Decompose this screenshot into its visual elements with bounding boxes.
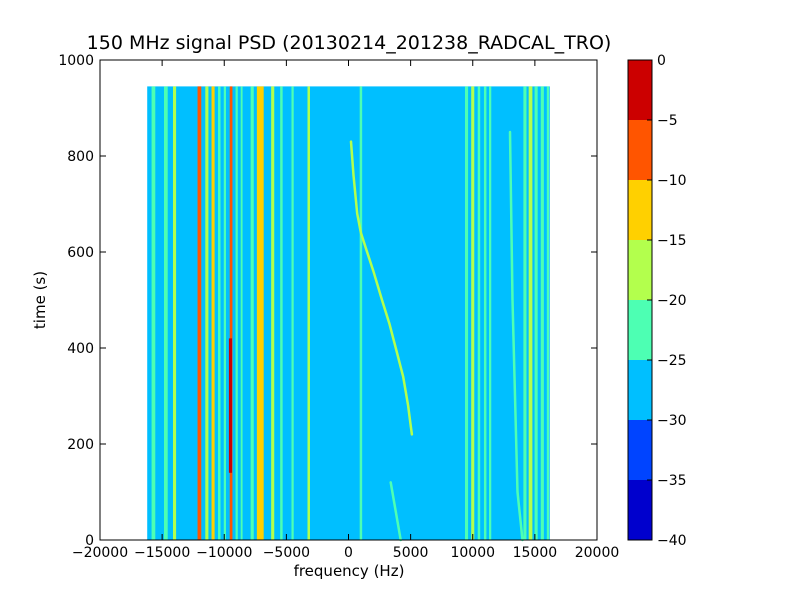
tone-line <box>546 86 550 541</box>
colorbar-segment <box>628 360 652 420</box>
tone-line <box>205 86 209 541</box>
tone-line <box>464 86 469 541</box>
tone-line <box>235 86 238 541</box>
tone-line <box>291 86 294 541</box>
y-tick-label: 600 <box>67 245 94 261</box>
tone-line <box>250 86 254 541</box>
tone-line <box>163 86 168 541</box>
drifting-signal <box>508 130 524 542</box>
tone-line <box>197 86 202 541</box>
colorbar-tick-label: −35 <box>657 473 687 489</box>
x-tick-label: 0 <box>344 545 353 561</box>
x-tick-label: 5000 <box>393 545 429 561</box>
plot-area: −20000 −15000 −10000 −5000 0 5000 10000 15000 20… <box>58 53 619 561</box>
tone-line <box>240 86 243 541</box>
tone-line <box>534 86 538 541</box>
colorbar-segment <box>628 120 652 180</box>
tone-line <box>211 86 215 541</box>
y-axis-ticks: 0 200 400 600 800 1000 <box>58 53 597 549</box>
y-tick-label: 400 <box>67 341 94 357</box>
colorbar-tick-label: −25 <box>657 353 687 369</box>
x-tick-label: −10000 <box>196 545 252 561</box>
colorbar-tick-label: −5 <box>657 113 678 129</box>
drifting-signal <box>389 481 402 542</box>
tone-line <box>489 86 492 541</box>
tone-line <box>471 86 475 541</box>
x-tick-label: 20000 <box>575 545 620 561</box>
colorbar-tick-label: −40 <box>657 533 687 549</box>
x-tick-label: 10000 <box>450 545 495 561</box>
colorbar-tick-label: −30 <box>657 413 687 429</box>
tone-line <box>256 86 264 541</box>
colorbar-segment <box>628 480 652 540</box>
colorbar-segment <box>628 300 652 360</box>
tone-line <box>280 86 283 541</box>
tone-line <box>540 86 544 541</box>
chart-title: 150 MHz signal PSD (20130214_201238_RADC… <box>87 32 612 54</box>
colorbar-tick-label: 0 <box>657 53 666 69</box>
drifting-signal <box>349 140 414 436</box>
x-axis-ticks: −20000 −15000 −10000 −5000 0 5000 10000 15000 20… <box>72 60 619 561</box>
y-tick-label: 1000 <box>58 53 94 69</box>
colorbar: −40 −35 −30 −25 −20 −15 −10 −5 0 <box>627 53 687 549</box>
colorbar-segment <box>628 180 652 240</box>
tone-line <box>271 86 275 541</box>
colorbar-tick-label: −15 <box>657 233 687 249</box>
y-tick-label: 200 <box>67 437 94 453</box>
colorbar-segment <box>628 60 652 120</box>
short-tone <box>228 338 233 473</box>
colorbar-tick-label: −20 <box>657 293 687 309</box>
x-tick-label: −5000 <box>263 545 310 561</box>
tone-line <box>523 86 527 541</box>
psd-heatmap <box>147 86 550 542</box>
tone-line <box>477 86 481 541</box>
x-tick-label: 15000 <box>513 545 558 561</box>
colorbar-segment <box>628 420 652 480</box>
x-tick-label: −15000 <box>134 545 190 561</box>
colorbar-tick-label: −10 <box>657 173 687 189</box>
tone-line <box>483 86 487 541</box>
tone-line <box>307 86 310 541</box>
tone-line <box>229 86 233 541</box>
y-tick-label: 0 <box>85 533 94 549</box>
y-tick-label: 800 <box>67 149 94 165</box>
tone-line <box>218 86 221 541</box>
tone-line <box>223 86 226 541</box>
tone-line <box>151 86 156 541</box>
x-tick-label: −20000 <box>72 545 128 561</box>
tone-line <box>528 86 533 541</box>
x-axis-label: frequency (Hz) <box>294 562 405 580</box>
y-axis-label: time (s) <box>31 271 49 329</box>
tone-line <box>172 86 177 541</box>
colorbar-segment <box>628 240 652 300</box>
tone-line <box>359 86 363 541</box>
